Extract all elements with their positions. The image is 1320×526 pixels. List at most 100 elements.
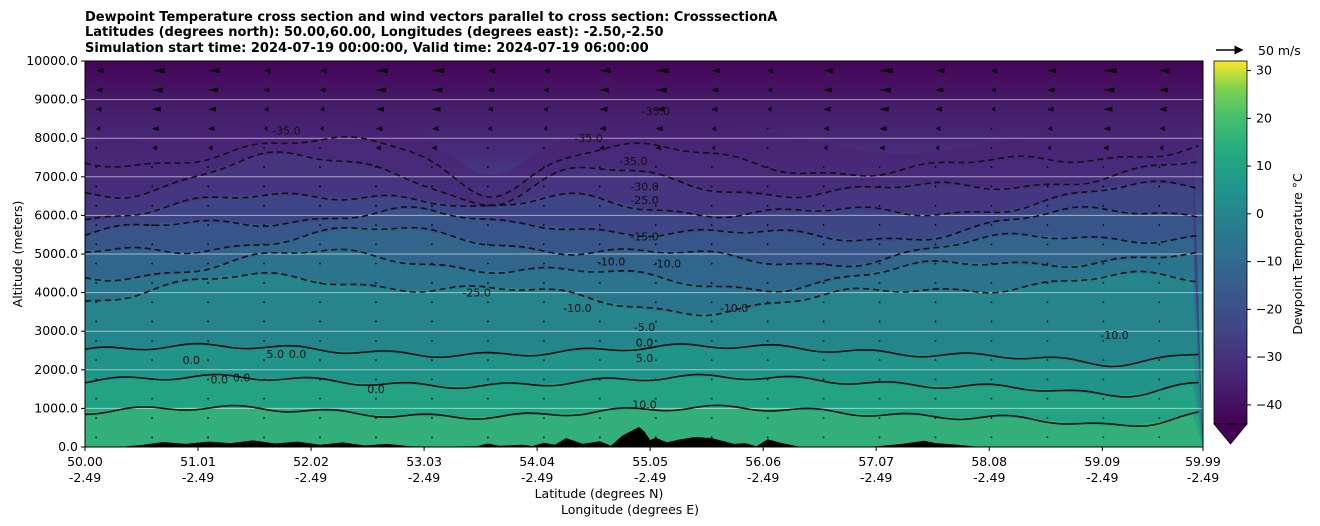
wind-vector [375,204,377,207]
wind-vector [654,282,657,284]
wind-vector [654,204,657,207]
wind-vector [1103,145,1109,151]
wind-vector [990,339,993,342]
wind-vector [934,204,937,207]
wind-vector [95,436,98,439]
wind-vector [711,87,719,93]
contour-line [85,151,1199,206]
wind-vector [151,397,154,400]
chart-title-line-1: Dewpoint Temperature cross section and w… [85,10,777,25]
wind-vector [822,301,825,304]
wind-vector [486,417,489,419]
wind-vector [431,87,443,93]
contour-line [85,373,1199,398]
wind-vector [1046,359,1049,362]
wind-vector [1046,301,1049,304]
wind-vector [1047,68,1057,74]
wind-vector [822,378,825,381]
wind-vector [1046,397,1049,400]
wind-vector [431,339,433,342]
wind-vector [319,185,321,188]
wind-vector [822,417,825,419]
wind-vector [934,417,937,419]
wind-vector [319,301,321,304]
wind-vector [878,204,881,207]
wind-vector [431,282,433,284]
wind-vector [486,166,489,169]
wind-vector [486,378,489,381]
wind-vector [1047,106,1054,112]
wind-vector [598,378,601,381]
wind-vector [598,359,601,362]
wind-vector [935,106,942,112]
wind-vector [542,436,545,439]
wind-vector [878,320,881,323]
wind-vector [878,224,881,226]
wind-vector [319,397,321,400]
wind-vector [934,339,937,342]
wind-vector [151,339,154,342]
wind-vector [990,417,993,419]
wind-vector [375,397,377,400]
wind-vector [1102,282,1105,284]
wind-vector [1102,397,1105,400]
x-tick-label-lat: 57.07 [858,454,894,469]
wind-vector [710,397,713,400]
wind-vector [542,166,545,169]
wind-vector [487,87,494,93]
wind-vector [710,243,713,246]
wind-vector [654,320,657,323]
wind-vector [878,359,881,362]
wind-vector [822,262,825,265]
wind-vector [935,68,945,74]
wind-vector [207,320,210,323]
wind-vector [878,436,881,439]
wind-vector [710,339,713,342]
wind-vector [319,243,321,246]
contour-label: 0.0 [367,383,385,396]
wind-vector [598,204,601,207]
wind-vector [375,320,377,323]
wind-vector [711,106,718,112]
x-tick-label-lat: 53.03 [406,454,442,469]
wind-vector [878,339,881,342]
wind-vector [766,320,769,323]
wind-vector [766,359,769,362]
wind-vector [207,262,210,265]
wind-vector [207,359,210,362]
wind-vector [486,436,489,439]
wind-vector [95,301,98,304]
wind-vector [207,204,210,207]
wind-vector [1103,106,1113,112]
y-axis-label: Altitude (meters) [10,201,25,308]
contour-label: 0.0 [233,371,251,384]
y-axis-ticks: 0.0 1000.0 2000.0 3000.0 4000.0 5000.0 6000.0 7… [26,53,85,454]
wind-vector [263,146,265,149]
contour-label: -25.0 [462,286,490,299]
contour-label: -5.0 [634,321,655,334]
wind-vector [710,301,713,304]
wind-vector [1158,204,1161,207]
wind-vector [710,185,713,188]
wind-vector [486,339,489,342]
wind-vector [1158,436,1161,439]
wind-vector [934,185,937,188]
y-tick-label: 5000.0 [34,246,78,261]
wind-vector [207,339,210,342]
wind-vector [375,145,381,151]
wind-vector [1046,243,1049,246]
contour-line [85,248,1199,293]
wind-vector [151,417,154,419]
wind-vector [542,339,545,342]
wind-vector [654,166,657,169]
wind-vector [1046,262,1049,265]
wind-vector [152,106,161,112]
wind-vector [263,166,265,169]
y-tick-label: 0.0 [58,439,78,454]
wind-vector [486,320,489,323]
wind-vector [208,126,215,132]
wind-vector [991,68,997,74]
wind-vector [542,378,545,381]
colorbar-extend-min [1213,423,1248,445]
wind-vector [542,146,545,149]
